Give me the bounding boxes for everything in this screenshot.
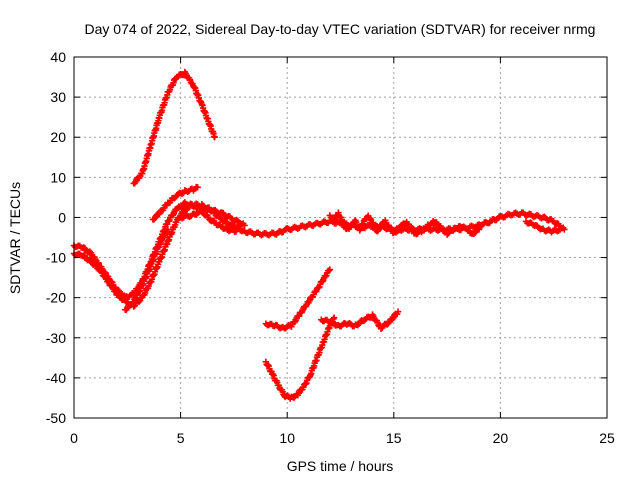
data-point-marker bbox=[312, 288, 320, 295]
data-point-marker bbox=[394, 227, 402, 234]
data-point-marker bbox=[112, 284, 119, 291]
y-tick-label: 40 bbox=[50, 49, 66, 65]
data-point-marker bbox=[211, 134, 218, 141]
chart-title: Day 074 of 2022, Sidereal Day-to-day VTE… bbox=[85, 21, 596, 37]
data-point-marker bbox=[241, 222, 248, 229]
x-tick-label: 0 bbox=[70, 430, 78, 446]
data-point-marker bbox=[322, 273, 329, 280]
y-tick-label: -20 bbox=[46, 290, 66, 306]
x-tick-label: 15 bbox=[386, 430, 402, 446]
y-tick-label: -30 bbox=[46, 330, 66, 346]
data-point-marker bbox=[232, 228, 240, 235]
axis-ticks: 0 5 10 15 20 25 -50 -40 -30 -20 -10 0 10 20 30 40 bbox=[46, 49, 615, 446]
data-point-marker bbox=[80, 244, 87, 251]
y-tick-label: 30 bbox=[50, 89, 66, 105]
data-point-marker bbox=[108, 278, 115, 285]
data-point-marker bbox=[385, 222, 392, 229]
data-point-marker bbox=[192, 202, 200, 210]
data-point-marker bbox=[164, 226, 172, 233]
data-point-marker bbox=[475, 226, 483, 233]
data-point-marker bbox=[194, 184, 201, 191]
data-point-marker bbox=[478, 222, 485, 229]
data-point-marker bbox=[374, 227, 381, 235]
data-point-marker bbox=[95, 259, 102, 267]
data-point-marker bbox=[326, 266, 334, 273]
data-point-marker bbox=[80, 252, 87, 259]
grid-lines bbox=[74, 57, 607, 418]
y-axis-label: SDTVAR / TECUs bbox=[7, 182, 23, 294]
data-point-marker bbox=[86, 248, 94, 255]
data-point-marker bbox=[115, 287, 122, 294]
plot-frame bbox=[73, 56, 608, 419]
data-point-marker bbox=[394, 308, 402, 315]
data-point-marker bbox=[383, 321, 391, 328]
x-tick-label: 20 bbox=[493, 430, 509, 446]
x-tick-label: 25 bbox=[599, 430, 615, 446]
y-tick-label: 20 bbox=[50, 129, 66, 145]
data-point-marker bbox=[221, 217, 229, 224]
data-point-marker bbox=[129, 299, 136, 307]
y-tick-label: -10 bbox=[46, 250, 66, 266]
x-tick-label: 5 bbox=[177, 430, 185, 446]
data-point-marker bbox=[325, 267, 333, 274]
data-point-marker bbox=[556, 226, 564, 233]
y-tick-label: -40 bbox=[46, 370, 66, 386]
data-point-marker bbox=[330, 314, 338, 321]
data-point-marker bbox=[165, 217, 172, 225]
y-tick-label: 10 bbox=[50, 169, 66, 185]
data-point-marker bbox=[295, 312, 303, 320]
data-point-marker bbox=[155, 211, 162, 218]
y-tick-label: 0 bbox=[58, 209, 66, 225]
y-tick-label: -50 bbox=[46, 410, 66, 426]
data-markers bbox=[70, 68, 568, 402]
x-tick-label: 10 bbox=[279, 430, 295, 446]
x-axis-label: GPS time / hours bbox=[287, 458, 394, 474]
